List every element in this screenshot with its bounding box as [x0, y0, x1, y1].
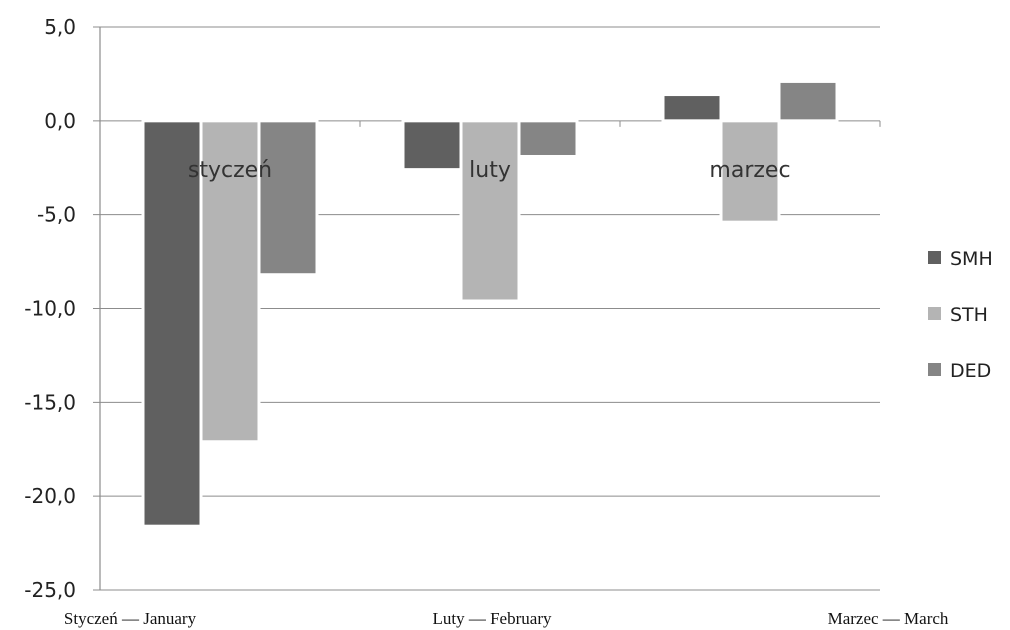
y-tick-label: -10,0: [24, 297, 76, 321]
bottom-label: Styczeń — January: [64, 609, 197, 628]
bar-smh-1: [141, 119, 203, 528]
legend: SMH STH DED: [928, 248, 993, 382]
legend-swatch: [928, 363, 941, 376]
y-tick-label: -15,0: [24, 390, 76, 414]
bar-ded-3: [777, 79, 839, 123]
legend-item-ded: DED: [928, 360, 991, 382]
bottom-label: Marzec — March: [828, 609, 949, 628]
y-tick-label: -25,0: [24, 578, 76, 602]
bottom-labels: Styczeń — January Luty — February Marzec —…: [64, 609, 949, 628]
bar-sth-1: [199, 119, 261, 444]
bar-ded-2: [517, 119, 579, 158]
category-label: marzec: [709, 158, 790, 183]
legend-label: DED: [950, 360, 991, 382]
bar-smh-3: [661, 93, 723, 123]
legend-item-smh: SMH: [928, 248, 993, 270]
bar-smh-2: [401, 119, 463, 172]
y-tick-label: -5,0: [37, 203, 76, 227]
legend-label: SMH: [950, 248, 993, 270]
y-tick-label: -20,0: [24, 484, 76, 508]
y-tick-label: 5,0: [44, 15, 76, 39]
category-label: luty: [469, 158, 511, 183]
bottom-label: Luty — February: [433, 609, 552, 628]
y-tick-label: 0,0: [44, 109, 76, 133]
bar-ded-1: [257, 119, 319, 277]
legend-swatch: [928, 307, 941, 320]
bar-sth-3: [719, 119, 781, 224]
legend-swatch: [928, 251, 941, 264]
bars: [141, 79, 839, 528]
y-axis-tick-labels: 5,0 0,0 -5,0 -10,0 -15,0 -20,0 -25,0: [24, 15, 76, 602]
legend-label: STH: [950, 304, 988, 326]
category-labels: styczeń luty marzec: [188, 158, 791, 183]
legend-item-sth: STH: [928, 304, 988, 326]
category-label: styczeń: [188, 158, 272, 183]
bar-sth-2: [459, 119, 521, 303]
axes: [99, 27, 881, 590]
